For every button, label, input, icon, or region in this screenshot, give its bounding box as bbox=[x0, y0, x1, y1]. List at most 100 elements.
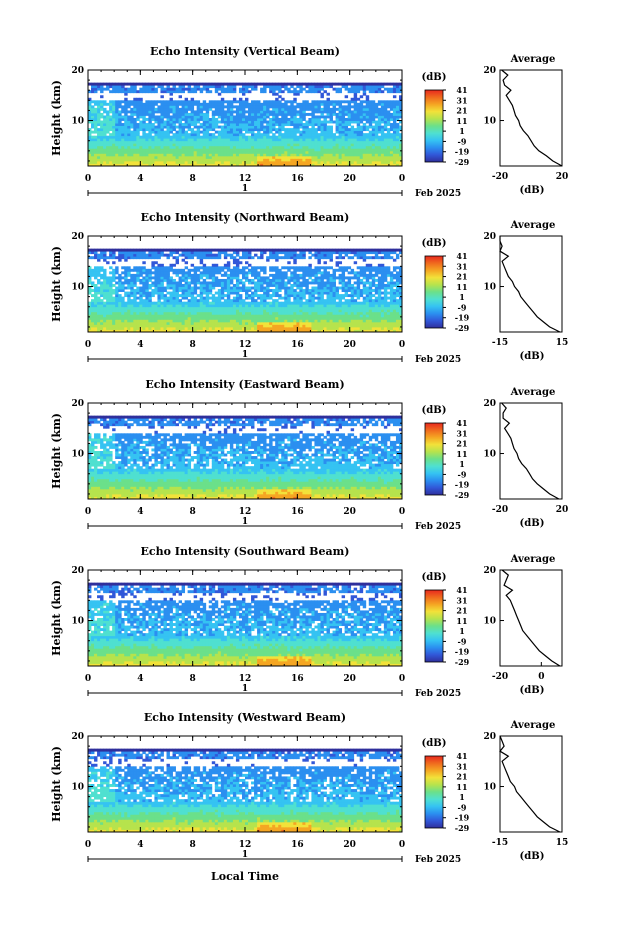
heatmap-cell bbox=[226, 286, 231, 290]
heatmap-cell bbox=[398, 148, 403, 152]
heatmap-cell bbox=[392, 324, 397, 328]
heatmap-cell bbox=[296, 148, 300, 152]
heatmap-cell bbox=[184, 284, 189, 287]
heatmap-cell bbox=[127, 110, 131, 114]
heatmap-cell bbox=[154, 118, 158, 121]
heatmap-cell bbox=[269, 158, 273, 162]
heatmap-cell bbox=[272, 284, 276, 287]
heatmap-cell bbox=[386, 296, 391, 300]
heatmap-cell bbox=[163, 301, 167, 305]
heatmap-cell bbox=[371, 314, 376, 318]
heatmap-cell bbox=[380, 145, 385, 149]
heatmap-cell bbox=[124, 105, 128, 109]
heatmap-cell bbox=[124, 316, 128, 320]
heatmap-cell bbox=[154, 314, 158, 318]
heatmap-cell bbox=[251, 321, 255, 325]
heatmap-cell bbox=[284, 112, 288, 116]
heatmap-cell bbox=[193, 133, 198, 137]
heatmap-cell bbox=[232, 326, 237, 330]
heatmap-cell bbox=[133, 319, 137, 323]
heatmap-cell bbox=[184, 102, 189, 106]
heatmap-cell bbox=[145, 112, 149, 116]
heatmap-cell bbox=[190, 324, 195, 328]
heatmap-cell bbox=[208, 306, 213, 310]
heatmap-cell bbox=[139, 105, 143, 109]
heatmap-cell bbox=[365, 85, 370, 89]
heatmap-cell bbox=[257, 82, 261, 86]
heatmap-cell bbox=[332, 163, 336, 167]
heatmap-cell bbox=[287, 123, 291, 126]
heatmap-cell bbox=[235, 294, 240, 298]
heatmap-cell bbox=[100, 309, 104, 313]
heatmap-cell bbox=[353, 100, 358, 104]
heatmap-cell bbox=[103, 304, 107, 308]
heatmap-cell bbox=[395, 311, 400, 315]
heatmap-cell bbox=[317, 155, 321, 159]
heatmap-cell bbox=[211, 100, 216, 104]
heatmap-cell bbox=[335, 150, 339, 154]
heatmap-cell bbox=[293, 284, 297, 287]
heatmap-cell bbox=[290, 155, 294, 159]
heatmap-cell bbox=[386, 123, 391, 126]
heatmap-cell bbox=[175, 153, 179, 157]
heatmap-cell bbox=[251, 148, 255, 152]
heatmap-cell bbox=[353, 145, 358, 149]
heatmap-cell bbox=[88, 160, 92, 164]
heatmap-cell bbox=[275, 87, 279, 91]
heatmap-cell bbox=[172, 107, 176, 111]
heatmap-cell bbox=[235, 299, 240, 303]
heatmap-cell bbox=[178, 85, 182, 89]
heatmap-cell bbox=[377, 102, 382, 106]
heatmap-cell bbox=[272, 112, 276, 116]
heatmap-cell bbox=[344, 130, 349, 134]
heatmap-cell bbox=[338, 329, 343, 333]
heatmap-cell bbox=[272, 148, 276, 152]
heatmap-cell bbox=[130, 100, 134, 104]
heatmap-cell bbox=[148, 155, 152, 159]
heatmap-cell bbox=[196, 319, 201, 323]
heatmap-cell bbox=[245, 128, 249, 132]
heatmap-cell bbox=[293, 130, 297, 134]
heatmap-cell bbox=[314, 140, 318, 144]
heatmap-cell bbox=[335, 138, 339, 142]
heatmap-cell bbox=[181, 102, 186, 106]
heatmap-cell bbox=[145, 87, 149, 91]
heatmap-cell bbox=[115, 85, 119, 89]
heatmap-cell bbox=[278, 153, 282, 157]
heatmap-cell bbox=[368, 123, 373, 126]
heatmap-cell bbox=[299, 316, 303, 320]
heatmap-cell bbox=[371, 110, 376, 114]
heatmap-cell bbox=[217, 87, 222, 91]
heatmap-cell bbox=[377, 296, 382, 300]
heatmap-cell bbox=[103, 329, 107, 333]
heatmap-cell bbox=[320, 326, 324, 330]
heatmap-cell bbox=[383, 82, 388, 86]
heatmap-cell bbox=[238, 148, 243, 152]
heatmap-cell bbox=[157, 301, 161, 305]
heatmap-cell bbox=[208, 291, 213, 295]
heatmap-cell bbox=[94, 100, 98, 104]
heatmap-cell bbox=[100, 85, 104, 89]
heatmap-cell bbox=[97, 105, 101, 109]
heatmap-cell bbox=[260, 301, 264, 305]
heatmap-cell bbox=[235, 289, 240, 292]
heatmap-cell bbox=[365, 87, 370, 91]
heatmap-cell bbox=[368, 138, 373, 142]
heatmap-cell bbox=[121, 329, 125, 333]
heatmap-cell bbox=[272, 128, 276, 132]
heatmap-cell bbox=[398, 107, 403, 111]
heatmap-cell bbox=[266, 148, 270, 152]
heatmap-cell bbox=[263, 148, 267, 152]
heatmap-cell bbox=[157, 120, 161, 124]
heatmap-cell bbox=[338, 301, 343, 305]
heatmap-cell bbox=[269, 102, 273, 106]
heatmap-cell bbox=[302, 115, 306, 119]
heatmap-cell bbox=[223, 289, 228, 292]
heatmap-cell bbox=[121, 135, 125, 139]
heatmap-cell bbox=[383, 321, 388, 325]
heatmap-cell bbox=[338, 158, 343, 162]
heatmap-cell bbox=[115, 324, 119, 328]
heatmap-cell bbox=[109, 105, 113, 109]
heatmap-cell bbox=[362, 306, 367, 310]
heatmap-cell bbox=[284, 110, 288, 114]
